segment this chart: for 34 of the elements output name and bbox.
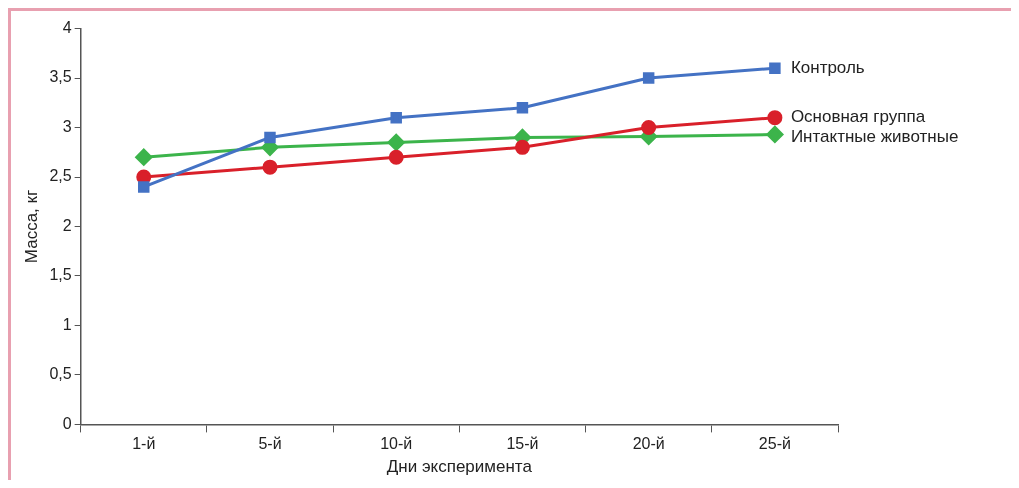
y-tick-label: 2	[62, 216, 72, 234]
point	[769, 62, 781, 74]
x-tick-label: 20-й	[632, 435, 665, 453]
x-tick-label: 1-й	[132, 435, 156, 453]
y-tick-label: 0,5	[49, 365, 72, 383]
point	[766, 125, 784, 143]
y-axis-title: Масса, кг	[21, 189, 41, 264]
y-tick-label: 0	[62, 414, 72, 432]
y-tick-label: 1,5	[49, 266, 72, 284]
series-label: Контроль	[790, 57, 865, 77]
y-tick-label: 3	[62, 117, 72, 135]
point	[138, 181, 150, 193]
point	[262, 159, 278, 175]
point	[767, 110, 783, 126]
x-tick-label: 5-й	[258, 435, 282, 453]
point	[388, 149, 404, 165]
x-axis-title: Дни эксперимента	[386, 457, 533, 477]
point	[642, 72, 655, 84]
point	[641, 120, 657, 136]
y-tick-label: 1	[62, 315, 72, 333]
y-tick-label: 4	[62, 19, 72, 37]
point	[514, 139, 530, 155]
series-label: Интактные животные	[790, 127, 959, 147]
x-tick-label: 10-й	[380, 435, 413, 453]
point	[264, 131, 276, 144]
point	[516, 102, 529, 114]
point	[390, 111, 402, 124]
x-tick-label: 25-й	[758, 435, 791, 453]
point	[135, 148, 153, 166]
series-label: Основная группа	[790, 107, 926, 127]
point	[387, 133, 405, 151]
x-tick-label: 15-й	[506, 435, 539, 453]
y-tick-label: 2,5	[49, 167, 72, 185]
y-tick-label: 3,5	[49, 68, 72, 86]
